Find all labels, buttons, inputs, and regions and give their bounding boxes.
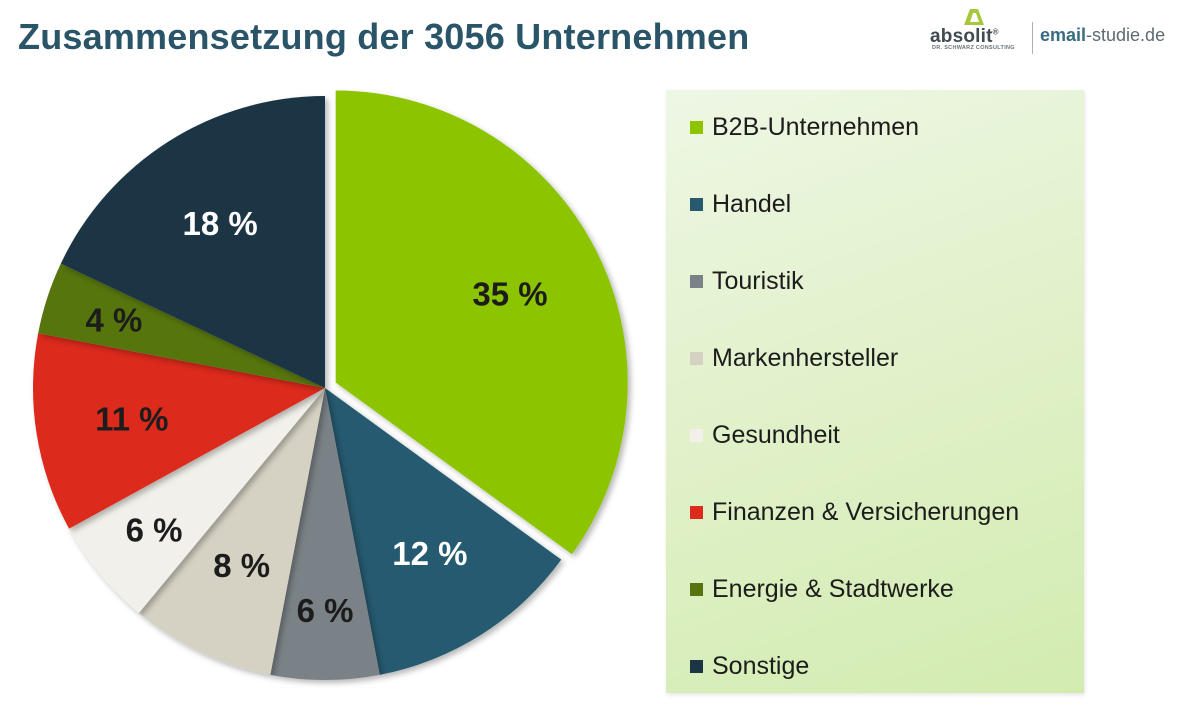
legend-swatch xyxy=(690,659,703,673)
slice-label-handel: 12 % xyxy=(392,535,467,572)
pie-slice-energie-stadtwerke xyxy=(38,263,326,388)
pie-slice-markenhersteller xyxy=(138,388,325,675)
slice-label-energie-stadtwerke: 4 % xyxy=(86,301,143,338)
legend-label: Sonstige xyxy=(712,651,810,680)
slice-label-finanzen-versicherungen: 11 % xyxy=(95,401,168,438)
pie-slice-sonstige xyxy=(60,95,326,388)
legend-label: Energie & Stadtwerke xyxy=(712,574,954,603)
legend-label: Finanzen & Versicherungen xyxy=(712,497,1020,526)
pie-slice-handel xyxy=(325,388,562,675)
slice-label-markenhersteller: 8 % xyxy=(213,547,270,584)
chart-title: Zusammensetzung der 3056 Unternehmen xyxy=(18,16,750,57)
legend-item-b2b-unternehmen: B2B-Unternehmen xyxy=(690,112,919,142)
logo-brand: absolit® xyxy=(930,26,999,47)
logo-site: email-studie.de xyxy=(1040,25,1166,45)
pie-slice-b2b-unternehmen xyxy=(335,90,628,555)
legend: B2B-Unternehmen Handel Touristik Markenhers… xyxy=(666,90,1084,693)
legend-swatch xyxy=(690,351,703,365)
legend-swatch xyxy=(690,197,703,211)
legend-item-sonstige: Sonstige xyxy=(690,651,809,681)
legend-swatch xyxy=(690,428,703,442)
legend-swatch xyxy=(690,582,703,596)
legend-label: Touristik xyxy=(712,266,804,295)
legend-label: Markenhersteller xyxy=(712,343,899,372)
slice-label-gesundheit: 6 % xyxy=(126,511,183,548)
slice-label-touristik: 6 % xyxy=(297,592,354,629)
legend-item-finanzen-versicherungen: Finanzen & Versicherungen xyxy=(690,497,1019,527)
legend-item-energie-stadtwerke: Energie & Stadtwerke xyxy=(690,574,954,604)
legend-item-touristik: Touristik xyxy=(690,266,804,296)
logo-subtitle: DR. SCHWARZ CONSULTING xyxy=(932,45,1015,51)
absolit-logo: absolit® DR. SCHWARZ CONSULTING email-st… xyxy=(926,8,1176,54)
slice-label-sonstige: 18 % xyxy=(183,205,258,242)
legend-swatch xyxy=(690,274,703,288)
pie-slice-finanzen-versicherungen xyxy=(33,333,326,529)
legend-item-handel: Handel xyxy=(690,189,791,219)
legend-label: Gesundheit xyxy=(712,420,840,449)
legend-label: B2B-Unternehmen xyxy=(712,112,920,141)
legend-swatch xyxy=(690,505,703,519)
legend-item-markenhersteller: Markenhersteller xyxy=(690,343,898,373)
slice-label-b2b-unternehmen: 35 % xyxy=(472,276,547,313)
legend-item-gesundheit: Gesundheit xyxy=(690,420,840,450)
pie-slice-touristik xyxy=(270,388,380,680)
pie-chart: 35 % 12 % 6 % 8 % 6 % 11 % 4 % 18 % xyxy=(33,90,628,680)
legend-swatch xyxy=(690,120,703,134)
pie-slice-gesundheit xyxy=(69,388,326,613)
legend-label: Handel xyxy=(712,189,792,218)
absolit-logo-mark-icon xyxy=(964,9,984,25)
logo-divider xyxy=(1032,22,1033,54)
